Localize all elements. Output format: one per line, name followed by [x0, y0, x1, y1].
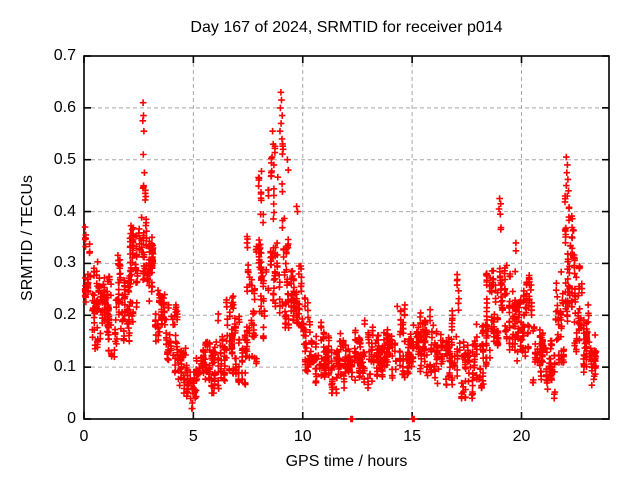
- x-tick-label: 5: [188, 428, 198, 445]
- x-tick-label: 10: [293, 428, 312, 445]
- y-tick-label: 0.4: [53, 202, 76, 220]
- y-tick-label: 0.7: [53, 47, 76, 64]
- x-tick-label: 15: [403, 428, 422, 445]
- x-tick-label: 0: [79, 428, 89, 445]
- y-tick-label: 0: [67, 410, 76, 427]
- x-axis-label: GPS time / hours: [285, 453, 408, 470]
- x-tick-label: 20: [512, 428, 531, 445]
- y-tick-label: 0.2: [53, 306, 76, 324]
- y-tick-label: 0.3: [53, 254, 76, 272]
- y-tick-label: 0.6: [53, 98, 76, 116]
- y-tick-label: 0.1: [53, 358, 76, 376]
- chart-title: Day 167 of 2024, SRMTID for receiver p01…: [190, 19, 503, 36]
- y-tick-label: 0.5: [53, 150, 76, 168]
- y-tick-labels: 0 0.1 0.2 0.3 0.4 0.5 0.6 0.7: [0, 0, 76, 480]
- x-tick-labels: 0 5 10 15 20: [0, 428, 640, 448]
- scatter-points: [81, 89, 600, 423]
